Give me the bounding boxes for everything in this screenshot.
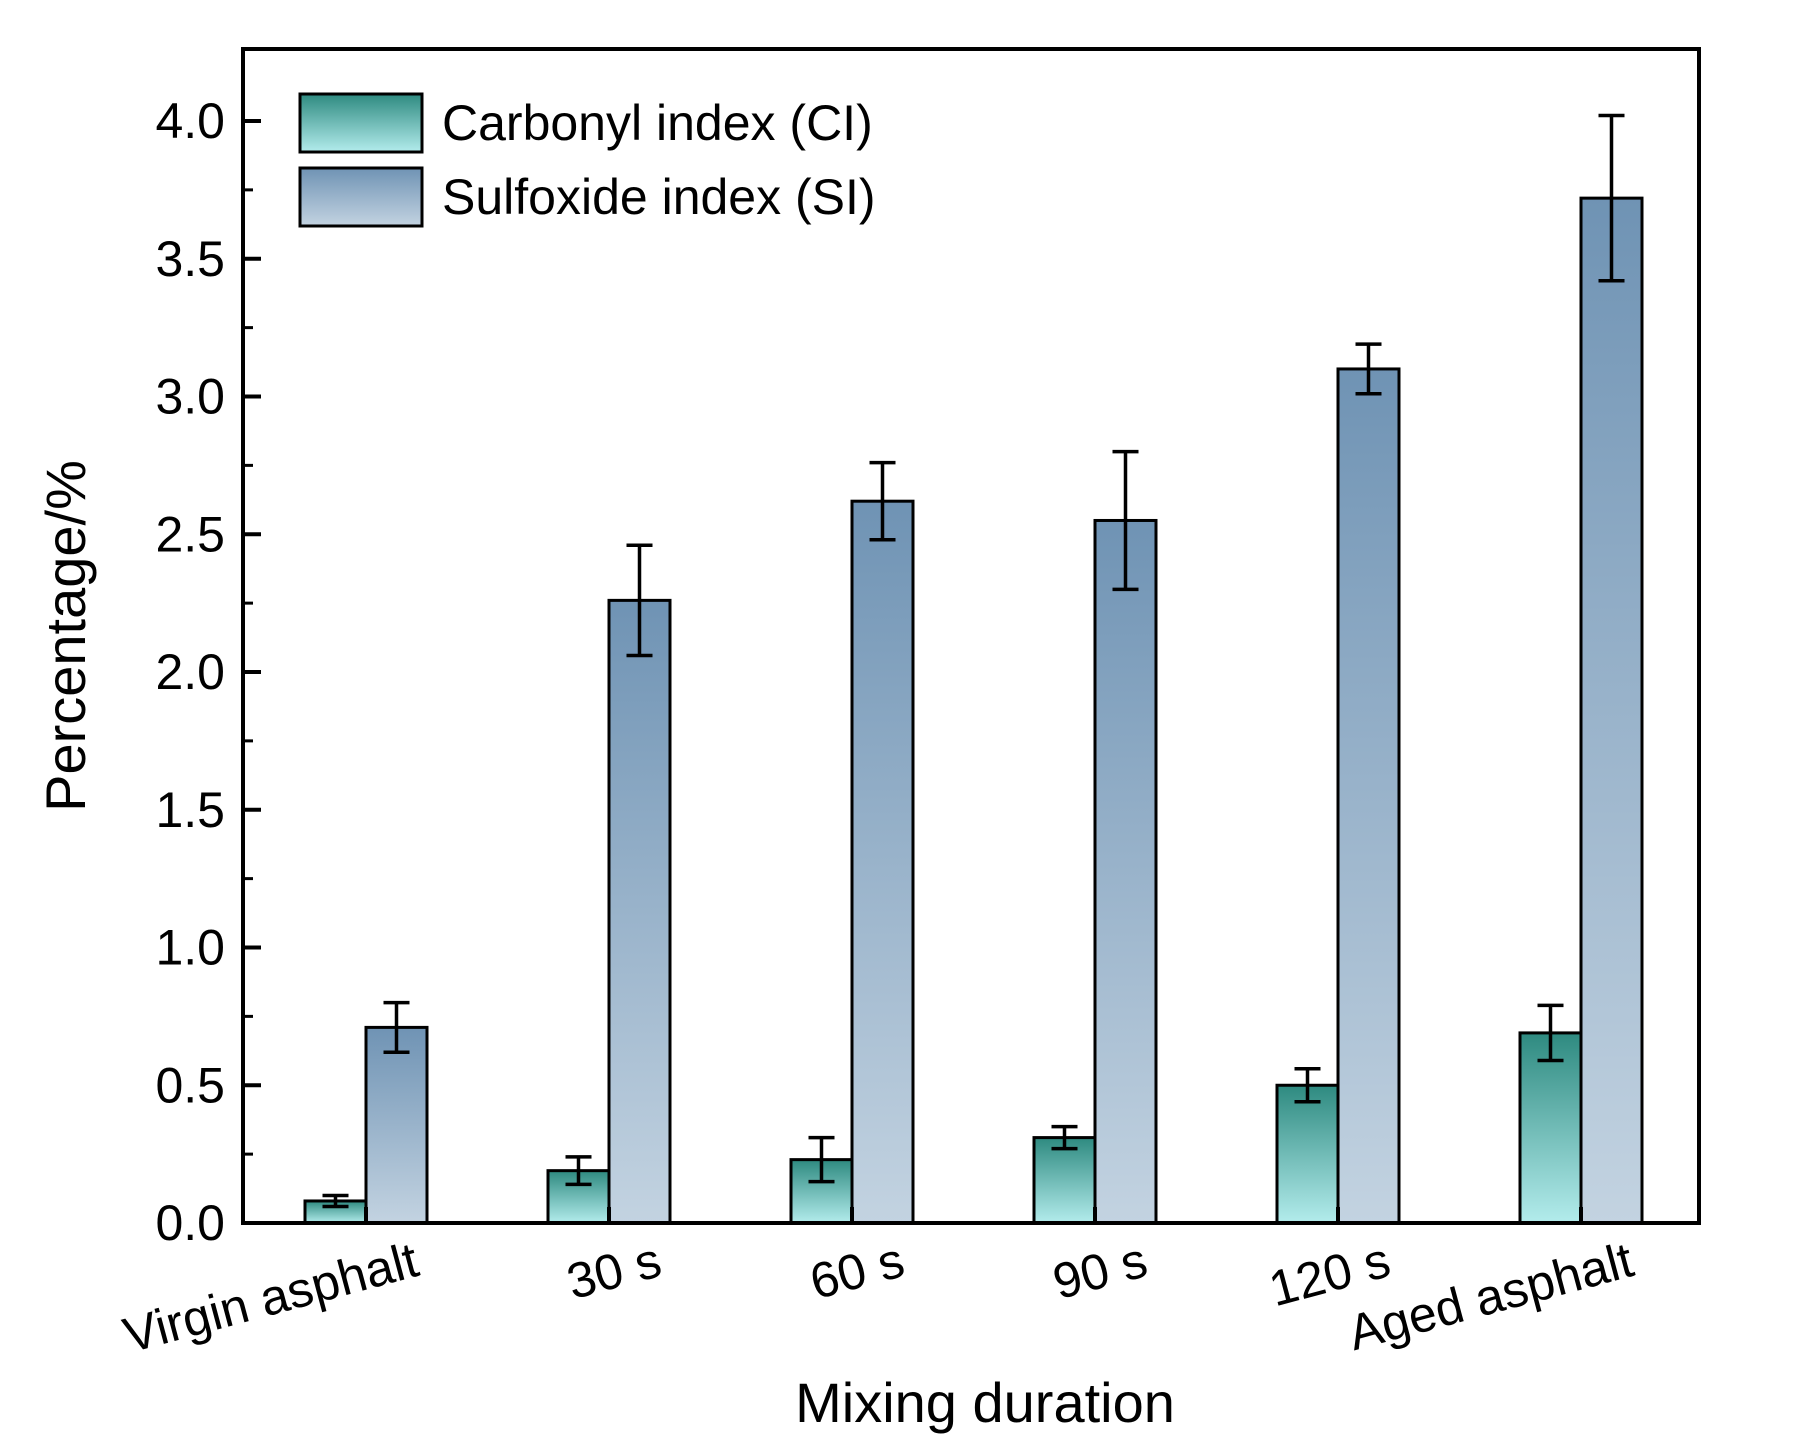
x-category-label: 90 s [1047,1232,1153,1311]
bar-si [1579,196,1644,1225]
bar-si [850,499,915,1225]
bar-si [607,598,672,1225]
bar-si [1093,518,1158,1225]
y-tick-label: 3.0 [155,369,225,425]
y-tick-label: 0.0 [155,1195,225,1251]
x-category-label: 30 s [561,1232,667,1311]
y-tick-label: 1.5 [155,782,225,838]
bar-si [1336,367,1401,1225]
bar-si [364,1025,429,1225]
legend-label-si: Sulfoxide index (SI) [442,169,876,225]
x-category-label: Virgin asphalt [118,1232,424,1364]
y-tick-label: 3.5 [155,231,225,287]
legend-label-ci: Carbonyl index (CI) [442,95,873,151]
bar-ci [1032,1136,1097,1225]
y-tick-label: 1.0 [155,920,225,976]
legend-swatch-si [298,166,424,228]
y-axis-title: Percentage/% [34,460,97,812]
y-tick-label: 2.5 [155,506,225,562]
bar-ci [1275,1083,1340,1225]
bars-layer [303,113,1644,1225]
y-tick-label: 2.0 [155,644,225,700]
y-tick-label: 0.5 [155,1057,225,1113]
x-category-label: 60 s [804,1232,910,1311]
plot-frame [241,47,1701,1225]
x-category-label: Aged asphalt [1342,1232,1639,1362]
x-axis-title: Mixing duration [795,1371,1175,1434]
y-tick-label: 4.0 [155,93,225,149]
legend: Carbonyl index (CI) Sulfoxide index (SI) [298,92,876,228]
legend-swatch-ci [298,92,424,154]
y-axis-ticks: 0.0 0.5 1.0 1.5 2.0 2.5 3.0 3.5 4.0 [155,93,261,1251]
